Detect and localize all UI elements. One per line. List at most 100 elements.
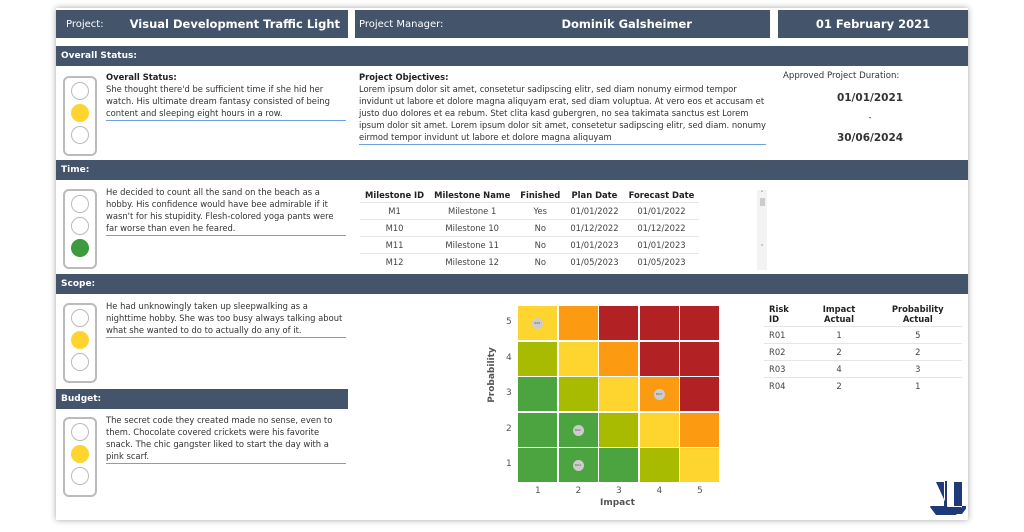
- col-risk-id[interactable]: Risk ID: [769, 304, 789, 324]
- scope-text: He had unknowingly taken up sleepwalking…: [106, 300, 346, 338]
- milestone-cell: 01/01/2022: [623, 202, 700, 220]
- milestone-row[interactable]: M1 Milestone 1 Yes 01/01/2022 01/01/2022: [360, 202, 700, 220]
- scope-bar: Scope:: [56, 274, 968, 294]
- x-tick-label: 3: [616, 485, 622, 496]
- matrix-cell: [558, 306, 598, 340]
- y-tick-label: 3: [506, 388, 512, 398]
- manager-label: Project Manager:: [359, 18, 444, 30]
- col-impact-actual[interactable]: Impact Actual: [822, 304, 856, 324]
- risk-cell: 2: [804, 343, 874, 361]
- y-tick-label: 4: [506, 352, 512, 363]
- milestone-cell: No: [515, 236, 566, 254]
- matrix-cell: [518, 448, 557, 482]
- milestone-cell: Milestone 12: [429, 253, 516, 270]
- red-lamp: [71, 309, 89, 327]
- budget-bar: Budget:: [56, 389, 348, 409]
- risk-point[interactable]: R04: [572, 460, 584, 471]
- risk-cell: R04: [764, 377, 805, 394]
- yellow-lamp: [71, 445, 89, 463]
- risk-point[interactable]: R02: [572, 424, 584, 436]
- col-finished[interactable]: Finished: [520, 190, 561, 200]
- milestone-cell: M1: [360, 202, 430, 220]
- budget-text: The secret code they created made no sen…: [106, 414, 346, 464]
- matrix-cell: [599, 412, 638, 447]
- duration-label: Approved Project Duration:: [783, 71, 900, 81]
- objectives-text: Lorem ipsum dolor sit amet, consetetur s…: [359, 84, 767, 142]
- milestone-cell: 01/01/2023: [565, 236, 624, 254]
- company-logo-icon: [930, 481, 966, 515]
- matrix-cell: [599, 306, 638, 340]
- risk-cell: 4: [804, 360, 874, 378]
- y-tick-label: 2: [506, 423, 512, 434]
- col-milestone-name[interactable]: Milestone Name: [434, 190, 511, 200]
- milestone-cell: 01/05/2023: [565, 253, 624, 270]
- risk-cell: 1: [804, 326, 874, 344]
- start-date: 01/01/2021: [836, 92, 904, 104]
- milestone-cell: Milestone 10: [429, 219, 516, 237]
- matrix-cell: [518, 412, 557, 447]
- risk-cell: 1: [873, 377, 962, 394]
- matrix-cell: [680, 306, 719, 340]
- col-milestone-id[interactable]: Milestone ID: [365, 190, 425, 200]
- time-traffic-light: [63, 189, 97, 269]
- risk-point[interactable]: R03: [653, 389, 665, 400]
- milestone-cell: M10: [360, 219, 430, 237]
- milestone-cell: Milestone 11: [429, 236, 516, 254]
- time-text: He decided to count all the sand on the …: [106, 186, 346, 236]
- risk-row[interactable]: R03 4 3: [764, 360, 962, 378]
- red-lamp: [71, 82, 89, 100]
- date-separator: -: [868, 113, 872, 123]
- matrix-cell: [599, 377, 638, 411]
- matrix-cell: [680, 448, 719, 482]
- milestone-cell: No: [515, 253, 566, 270]
- milestone-scrollbar[interactable]: ˄ ˅: [757, 190, 767, 270]
- milestone-cell: Yes: [515, 202, 566, 220]
- milestone-row[interactable]: M12 Milestone 12 No 01/05/2023 01/05/2023: [360, 253, 700, 270]
- milestone-table: Milestone ID Milestone Name Finished Pla…: [360, 188, 760, 272]
- overall-status-bar: Overall Status:: [56, 46, 968, 66]
- milestone-cell: 01/05/2023: [623, 253, 700, 270]
- risk-cell: 2: [873, 343, 962, 361]
- scroll-thumb[interactable]: [759, 198, 765, 206]
- risk-row[interactable]: R04 2 1: [764, 377, 962, 394]
- col-probability-actual[interactable]: Probability Actual: [891, 304, 944, 324]
- matrix-cell: [639, 412, 679, 447]
- risk-cell: 2: [804, 377, 874, 394]
- risk-point[interactable]: R01: [532, 318, 543, 329]
- time-bar: Time:: [56, 160, 968, 180]
- matrix-cell: [518, 377, 557, 411]
- yellow-lamp: [71, 104, 89, 122]
- end-date: 30/06/2024: [836, 132, 904, 144]
- red-lamp: [71, 195, 89, 213]
- y-tick-label: 5: [506, 317, 512, 327]
- yellow-lamp: [71, 217, 89, 235]
- risk-row[interactable]: R01 1 5: [764, 326, 962, 344]
- x-tick-label: 5: [697, 485, 703, 496]
- risk-matrix: Probability Impact 1 1 2 2 3 3 4 4 5 5 R01 R02 R03 R0…: [486, 300, 736, 520]
- status-title: Overall Status:: [106, 72, 177, 82]
- col-forecast-date[interactable]: Forecast Date: [628, 190, 695, 200]
- x-tick-label: 1: [535, 485, 541, 496]
- yellow-lamp: [71, 331, 89, 349]
- report-date: 01 February 2021: [778, 10, 968, 38]
- matrix-cell: [639, 306, 679, 340]
- overall-traffic-light: [63, 76, 97, 156]
- risk-cell: 3: [873, 360, 962, 378]
- col-plan-date[interactable]: Plan Date: [571, 190, 618, 200]
- scroll-up-icon[interactable]: ˄: [760, 190, 764, 198]
- milestone-cell: 01/12/2022: [623, 219, 700, 237]
- matrix-cell: [558, 377, 598, 411]
- milestone-row[interactable]: M11 Milestone 11 No 01/01/2023 01/01/2023: [360, 236, 700, 254]
- matrix-cell: [518, 341, 557, 376]
- x-tick-label: 4: [656, 485, 663, 496]
- matrix-cell: [639, 341, 679, 376]
- budget-traffic-light: [63, 417, 97, 497]
- milestone-cell: M11: [360, 236, 430, 254]
- risk-cell: R02: [764, 343, 805, 361]
- milestone-row[interactable]: M10 Milestone 10 No 01/12/2022 01/12/2022: [360, 219, 700, 237]
- scroll-down-icon[interactable]: ˅: [760, 244, 764, 252]
- milestone-cell: 01/12/2022: [565, 219, 624, 237]
- matrix-cell: [680, 412, 719, 447]
- risk-row[interactable]: R02 2 2: [764, 343, 962, 361]
- green-lamp: [71, 126, 89, 144]
